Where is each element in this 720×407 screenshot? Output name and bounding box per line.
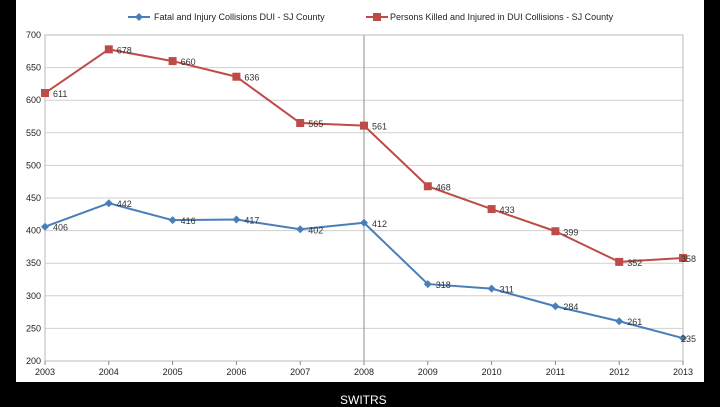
data-label-s1-2013: 235 xyxy=(681,334,696,344)
marker-s1-2011 xyxy=(551,302,560,311)
data-label-s2-2005: 660 xyxy=(181,57,196,67)
y-tick-label-650: 650 xyxy=(26,63,41,73)
legend-label-1: Fatal and Injury Collisions DUI - SJ Cou… xyxy=(154,12,325,22)
data-label-s1-2009: 318 xyxy=(436,280,451,290)
y-tick-label-450: 450 xyxy=(26,193,41,203)
source-caption: SWITRS xyxy=(340,393,387,407)
data-label-s2-2004: 678 xyxy=(117,45,132,55)
axes: 200 250 300 350 400 450 500 550 600 650 700 2003 200… xyxy=(26,30,693,377)
marker-s2-2012 xyxy=(615,257,624,266)
legend-marker-1 xyxy=(135,13,143,21)
marker-s2-2009 xyxy=(423,182,432,191)
x-tick-label-2007: 2007 xyxy=(290,367,310,377)
data-label-s1-2003: 406 xyxy=(53,223,68,233)
data-label-s1-2011: 284 xyxy=(563,302,578,312)
y-tick-label-350: 350 xyxy=(26,258,41,268)
chart-panel: 200 250 300 350 400 450 500 550 600 650 700 2003 200… xyxy=(16,0,704,382)
marker-s1-2008 xyxy=(360,218,368,227)
data-label-s1-2006: 417 xyxy=(244,216,259,226)
data-label-s1-2010: 311 xyxy=(500,285,514,295)
y-tick-label-700: 700 xyxy=(26,30,41,40)
marker-s2-2004 xyxy=(104,45,113,54)
marker-s2-2007 xyxy=(296,119,305,128)
x-tick-label-2003: 2003 xyxy=(35,367,55,377)
y-tick-label-550: 550 xyxy=(26,128,41,138)
marker-s2-2013 xyxy=(679,253,687,262)
x-tick-label-2011: 2011 xyxy=(546,367,565,377)
marker-s1-2007 xyxy=(296,225,305,234)
marker-s1-2003 xyxy=(41,222,49,231)
y-tick-label-600: 600 xyxy=(26,95,41,105)
marker-s2-2003 xyxy=(41,89,49,98)
data-label-s1-2004: 442 xyxy=(117,199,132,209)
data-label-s1-2008: 412 xyxy=(372,219,387,229)
x-tick-label-2006: 2006 xyxy=(226,367,246,377)
data-label-s2-2011: 399 xyxy=(563,227,578,237)
marker-s1-2012 xyxy=(615,317,624,326)
data-label-s2-2008: 561 xyxy=(372,122,387,132)
marker-s2-2005 xyxy=(168,57,177,66)
series-layer: 406 442 416 417 402 412 318 311 284 261 235 611 678 6… xyxy=(41,45,696,344)
x-tick-label-2013: 2013 xyxy=(673,367,693,377)
x-tick-label-2005: 2005 xyxy=(163,367,183,377)
x-tick-label-2010: 2010 xyxy=(482,367,502,377)
data-label-s2-2012: 352 xyxy=(627,258,642,268)
gridlines xyxy=(45,34,683,362)
data-label-s2-2007: 565 xyxy=(308,119,323,129)
data-label-s2-2013: 358 xyxy=(681,254,696,264)
data-label-s2-2003: 611 xyxy=(53,89,67,99)
marker-s1-2005 xyxy=(168,216,177,225)
marker-s1-2006 xyxy=(232,215,241,224)
data-label-s2-2006: 636 xyxy=(244,73,259,83)
marker-s2-2011 xyxy=(551,227,560,236)
marker-s2-2006 xyxy=(232,72,241,81)
marker-s2-2010 xyxy=(487,205,496,214)
data-label-s1-2012: 261 xyxy=(627,317,642,327)
legend-marker-2 xyxy=(373,13,381,21)
data-label-s1-2005: 416 xyxy=(181,216,196,226)
marker-s1-2013 xyxy=(679,334,687,343)
marker-s1-2004 xyxy=(104,199,113,208)
x-tick-label-2008: 2008 xyxy=(354,367,374,377)
marker-s1-2010 xyxy=(487,284,496,293)
marker-s2-2008 xyxy=(360,121,368,130)
data-label-s2-2009: 468 xyxy=(436,182,451,192)
legend-label-2: Persons Killed and Injured in DUI Collis… xyxy=(390,12,614,22)
line-chart: 200 250 300 350 400 450 500 550 600 650 700 2003 200… xyxy=(26,12,696,377)
y-tick-label-250: 250 xyxy=(26,323,41,333)
x-tick-label-2009: 2009 xyxy=(418,367,438,377)
y-tick-label-400: 400 xyxy=(26,226,41,236)
x-tick-label-2004: 2004 xyxy=(99,367,119,377)
data-label-s2-2010: 433 xyxy=(500,205,515,215)
marker-s1-2009 xyxy=(423,280,432,289)
y-tick-label-200: 200 xyxy=(26,356,41,366)
data-label-s1-2007: 402 xyxy=(308,225,323,235)
legend: Fatal and Injury Collisions DUI - SJ Cou… xyxy=(128,12,614,22)
y-tick-label-500: 500 xyxy=(26,160,41,170)
x-tick-label-2012: 2012 xyxy=(609,367,629,377)
y-tick-label-300: 300 xyxy=(26,291,41,301)
